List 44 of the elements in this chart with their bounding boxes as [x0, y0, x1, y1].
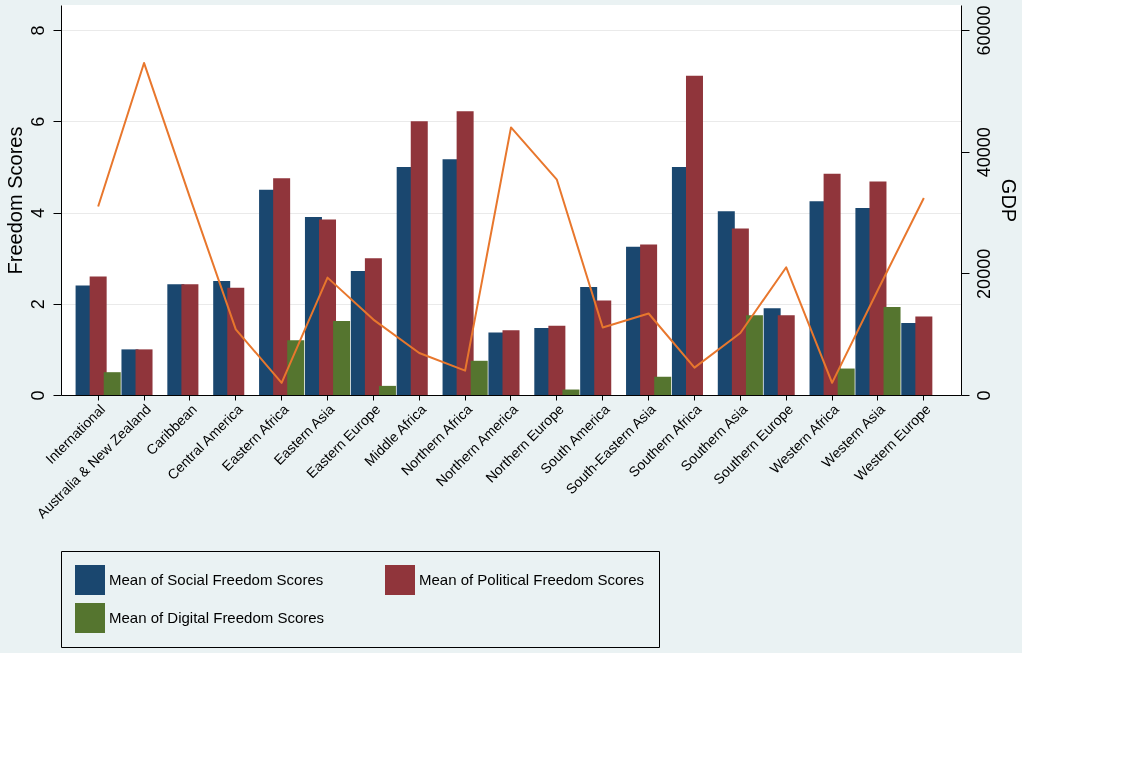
- bar: [654, 376, 672, 395]
- bar: [915, 316, 933, 395]
- y-tick-label: 2: [27, 299, 48, 310]
- bar: [594, 300, 612, 395]
- bar: [319, 219, 337, 395]
- y-axis-title: Freedom Scores: [3, 126, 26, 275]
- y-tick-label: 8: [27, 25, 48, 36]
- bar: [181, 284, 199, 395]
- bar: [227, 287, 245, 395]
- bar: [548, 325, 566, 395]
- y2-tick-label: 40000: [973, 127, 994, 178]
- bar: [364, 258, 382, 395]
- y-tick-label: 0: [27, 390, 48, 401]
- bar: [410, 121, 428, 395]
- bar: [103, 372, 121, 395]
- bar: [135, 349, 153, 395]
- bar: [745, 315, 763, 395]
- bar: [456, 111, 474, 395]
- legend-label: Mean of Digital Freedom Scores: [109, 609, 325, 626]
- bar: [837, 368, 855, 395]
- y2-tick-label: 0: [973, 390, 994, 401]
- bar: [731, 228, 749, 395]
- y-tick-label: 4: [27, 208, 48, 219]
- y2-axis-title: GDP: [997, 178, 1020, 223]
- bar: [685, 75, 703, 395]
- bar: [640, 244, 658, 395]
- bar: [502, 330, 520, 395]
- legend-label: Mean of Political Freedom Scores: [419, 571, 645, 588]
- bar: [333, 321, 351, 395]
- bar: [470, 360, 488, 395]
- bar: [869, 181, 887, 395]
- bar: [562, 389, 580, 395]
- bar: [823, 173, 841, 395]
- bar: [287, 340, 305, 395]
- y2-tick-label: 20000: [973, 248, 994, 299]
- bar: [273, 178, 291, 395]
- bar: [89, 276, 107, 395]
- line-series: [97, 61, 925, 384]
- legend-label: Mean of Social Freedom Scores: [109, 571, 324, 588]
- bar: [777, 315, 795, 395]
- bar: [883, 306, 901, 395]
- y-tick-label: 6: [27, 116, 48, 127]
- y2-tick-label: 60000: [973, 5, 994, 56]
- bar: [378, 385, 396, 395]
